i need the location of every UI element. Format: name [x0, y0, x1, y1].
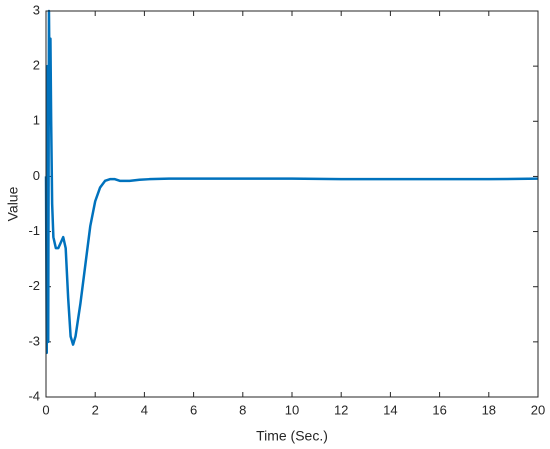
plot-frame — [45, 10, 539, 398]
y-tick-label: 2 — [33, 58, 40, 73]
x-tick-label: 6 — [190, 402, 197, 417]
x-tick-label: 8 — [239, 402, 246, 417]
x-tick-label: 16 — [432, 402, 446, 417]
y-tick-label: -2 — [28, 278, 40, 293]
x-axis-label: Time (Sec.) — [256, 428, 328, 444]
x-tick-label: 10 — [285, 402, 299, 417]
x-tick-label: 14 — [383, 402, 397, 417]
y-tick-label: -3 — [28, 333, 40, 348]
y-tick-label: 0 — [33, 168, 40, 183]
data-line — [44, 9, 539, 355]
y-axis-label: Value — [5, 186, 21, 221]
x-tick-label: 4 — [141, 402, 148, 417]
x-tick-label: 2 — [92, 402, 99, 417]
x-tick-label: 18 — [482, 402, 496, 417]
y-tick-label: -4 — [28, 388, 40, 403]
x-tick-label: 20 — [531, 402, 545, 417]
x-tick-label: 12 — [334, 402, 348, 417]
y-tick-label: 3 — [33, 2, 40, 17]
x-tick-label: 0 — [42, 402, 49, 417]
plot-area — [46, 11, 538, 397]
y-tick-label: -1 — [28, 223, 40, 238]
y-tick-label: 1 — [33, 113, 40, 128]
